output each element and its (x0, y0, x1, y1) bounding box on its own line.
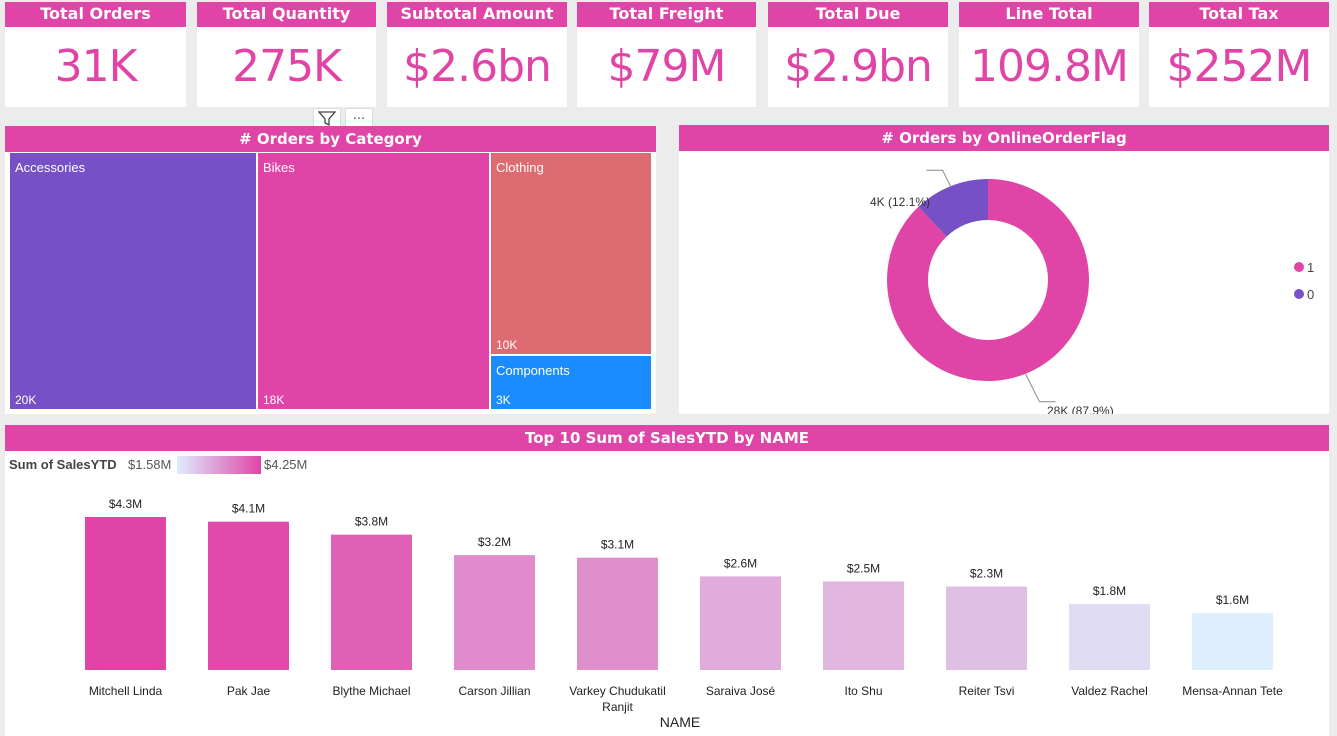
bar-data-label: $3.8M (355, 515, 388, 529)
x-tick-label: Ito Shu (844, 684, 882, 698)
bar-data-label: $2.6M (724, 556, 757, 570)
kpi-card-subtotal-amount[interactable]: Subtotal Amount $2.6bn (387, 2, 567, 107)
bar[interactable] (946, 586, 1027, 670)
bar-chart: Sum of SalesYTD $1.58M $4.25M $4.3M Mitchell… (9, 456, 1283, 730)
legend-item-0[interactable]: 0 (1294, 287, 1314, 302)
donut-leader-line (1025, 373, 1056, 403)
donut-leader-line (926, 169, 951, 187)
treemap-cell-accessories[interactable]: Accessories 20K (10, 153, 256, 409)
bar-data-label: $1.8M (1093, 584, 1126, 598)
gradient-legend-title: Sum of SalesYTD (9, 457, 117, 472)
kpi-card-total-freight[interactable]: Total Freight $79M (577, 2, 756, 107)
gradient-legend-max: $4.25M (264, 457, 307, 472)
kpi-title: Total Orders (5, 2, 186, 27)
kpi-title: Line Total (959, 2, 1139, 27)
donut-panel: # Orders by OnlineOrderFlag 28K (87.9%) 4… (679, 125, 1329, 414)
bar[interactable] (208, 521, 289, 670)
gradient-legend-bar (177, 456, 261, 474)
kpi-title: Subtotal Amount (387, 2, 567, 27)
x-axis-title: NAME (660, 714, 700, 730)
treemap-title: # Orders by Category (5, 126, 656, 152)
treemap-cell-value: 3K (496, 393, 511, 407)
bar[interactable] (700, 576, 781, 670)
bar-data-label: $2.3M (970, 566, 1003, 580)
visual-header: ··· (313, 108, 373, 130)
kpi-title: Total Tax (1149, 2, 1329, 27)
legend-marker (1294, 262, 1304, 272)
treemap-cell-label: Accessories (15, 160, 86, 175)
legend-label: 0 (1307, 287, 1314, 302)
kpi-card-total-quantity[interactable]: Total Quantity 275K (197, 2, 376, 107)
kpi-title: Total Due (768, 2, 948, 27)
bar[interactable] (577, 557, 658, 670)
bar-data-label: $3.1M (601, 538, 634, 552)
bar-chart-title: Top 10 Sum of SalesYTD by NAME (5, 425, 1329, 451)
x-tick-label: Carson Jillian (458, 684, 530, 698)
legend-item-1[interactable]: 1 (1294, 260, 1314, 275)
kpi-title: Total Quantity (197, 2, 376, 27)
treemap-panel: # Orders by Category Accessories 20K Bik… (5, 126, 656, 414)
x-tick-label: Mensa-Annan Tete (1182, 684, 1283, 698)
treemap-cell-label: Components (496, 363, 570, 378)
x-tick-label: Reiter Tsvi (959, 684, 1015, 698)
donut-slice-0[interactable] (918, 179, 988, 237)
bar-data-label: $3.2M (478, 535, 511, 549)
x-tick-label: Varkey Chudukatil Ranjit (569, 684, 666, 714)
kpi-value: 109.8M (970, 41, 1129, 92)
bar[interactable] (823, 581, 904, 670)
legend-label: 1 (1307, 260, 1314, 275)
treemap-cell-value: 20K (15, 393, 37, 407)
kpi-card-total-tax[interactable]: Total Tax $252M (1149, 2, 1329, 107)
treemap-cell-bikes[interactable]: Bikes 18K (258, 153, 489, 409)
x-tick-label: Blythe Michael (332, 684, 410, 698)
treemap-cell-label: Clothing (496, 160, 544, 175)
kpi-value: $252M (1166, 41, 1313, 92)
kpi-value: $2.9bn (784, 41, 933, 92)
kpi-value: 31K (54, 41, 138, 92)
treemap-cell-value: 18K (263, 393, 285, 407)
bar-data-label: $4.1M (232, 502, 265, 516)
bar-data-label: $1.6M (1216, 593, 1249, 607)
treemap-cell-clothing[interactable]: Clothing 10K (491, 153, 651, 354)
x-tick-label: Saraiva José (706, 684, 776, 698)
bar[interactable] (1069, 604, 1150, 670)
x-tick-label: Valdez Rachel (1071, 684, 1148, 698)
donut-title: # Orders by OnlineOrderFlag (679, 125, 1329, 151)
kpi-value: $2.6bn (403, 41, 552, 92)
kpi-value: 275K (232, 41, 342, 92)
bar[interactable] (1192, 613, 1273, 670)
bar[interactable] (85, 517, 166, 670)
kpi-value: $79M (607, 41, 727, 92)
treemap-cell-value: 10K (496, 338, 518, 352)
treemap-cell-label: Bikes (263, 160, 295, 175)
gradient-legend-min: $1.58M (128, 457, 171, 472)
kpi-card-total-orders[interactable]: Total Orders 31K (5, 2, 186, 107)
bar-chart-panel: Top 10 Sum of SalesYTD by NAME Sum of Sa… (5, 425, 1329, 736)
x-tick-label: Pak Jae (227, 684, 271, 698)
kpi-title: Total Freight (577, 2, 756, 27)
donut-data-label: 28K (87.9%) (1047, 404, 1114, 414)
x-tick-label: Mitchell Linda (89, 684, 163, 698)
bar[interactable] (331, 534, 412, 670)
bar-data-label: $4.3M (109, 497, 142, 511)
treemap-cell-components[interactable]: Components 3K (491, 356, 651, 409)
bar[interactable] (454, 555, 535, 670)
donut-slice-1[interactable] (887, 179, 1089, 381)
kpi-card-line-total[interactable]: Line Total 109.8M (959, 2, 1139, 107)
donut-chart: 28K (87.9%) 4K (12.1%) 1 0 (870, 169, 1314, 414)
kpi-card-total-due[interactable]: Total Due $2.9bn (768, 2, 948, 107)
legend-marker (1294, 289, 1304, 299)
bar-data-label: $2.5M (847, 561, 880, 575)
donut-data-label: 4K (12.1%) (870, 195, 930, 209)
